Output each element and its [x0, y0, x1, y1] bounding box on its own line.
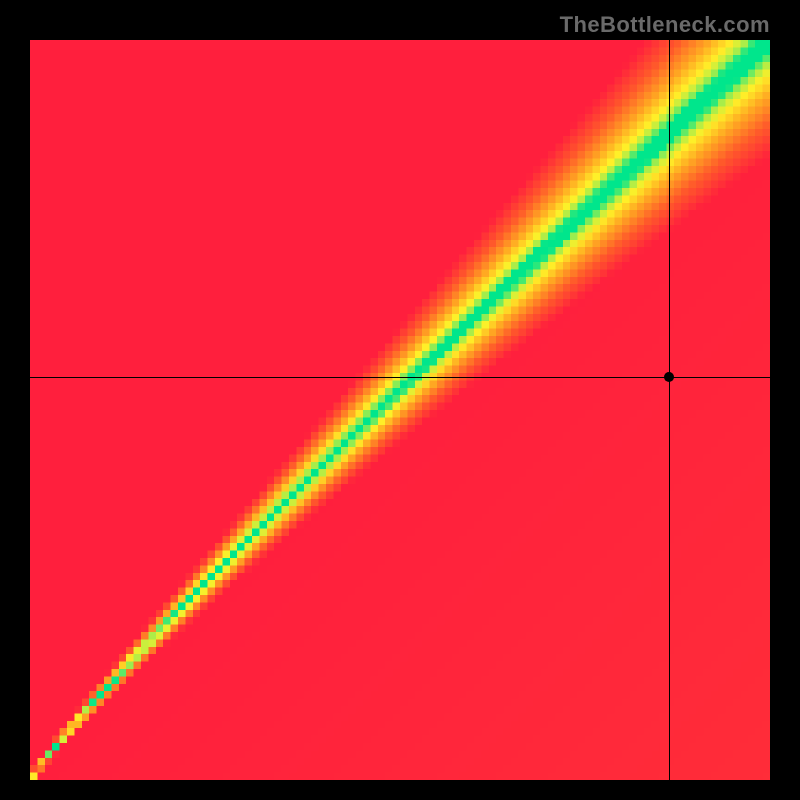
crosshair-vertical — [669, 40, 670, 780]
crosshair-horizontal — [30, 377, 770, 378]
crosshair-marker — [663, 371, 675, 383]
chart-container: TheBottleneck.com — [0, 0, 800, 800]
watermark-text: TheBottleneck.com — [560, 12, 770, 38]
heatmap-canvas — [30, 40, 770, 780]
